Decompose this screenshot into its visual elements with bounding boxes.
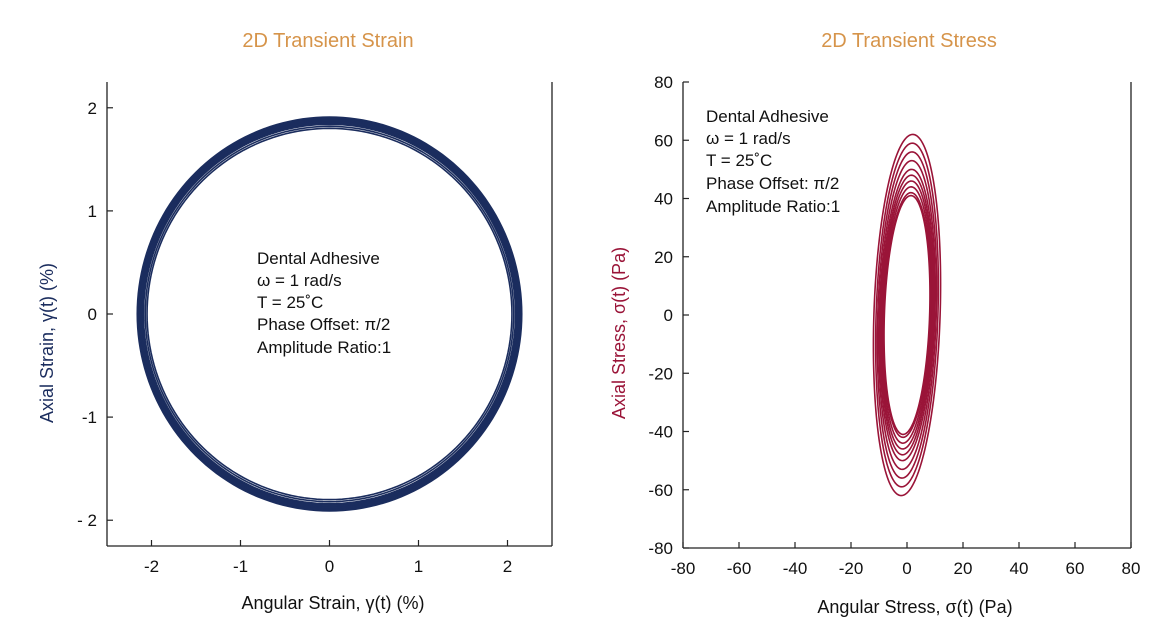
response-curve <box>874 142 940 488</box>
chart-title: 2D Transient Strain <box>242 30 413 52</box>
annotation-line: Phase Offset: π/2 <box>257 315 390 334</box>
strain-x-ticks: -2 -1 0 1 2 <box>144 540 512 576</box>
y-tick-label: -40 <box>648 423 673 442</box>
y-axis-label: Axial Stress, σ(t) (Pa) <box>609 247 629 419</box>
strain-curves <box>136 116 523 512</box>
x-tick-label: 60 <box>1066 559 1085 578</box>
y-tick-label: -80 <box>648 539 673 558</box>
response-curve <box>142 123 517 505</box>
x-axis-label: Angular Stress, σ(t) (Pa) <box>817 597 1012 617</box>
annotation-line: T = 25˚C <box>706 151 772 170</box>
y-tick-label: 0 <box>664 306 673 325</box>
x-tick-label: 2 <box>503 557 512 576</box>
response-curve <box>136 116 523 512</box>
annotation-line: Amplitude Ratio:1 <box>706 197 840 216</box>
x-axis-label: Angular Strain, γ(t) (%) <box>241 593 424 613</box>
response-curve <box>876 151 938 479</box>
response-curve <box>146 127 513 501</box>
stress-y-ticks: -80 -60 -40 -20 0 20 40 60 80 <box>648 73 689 558</box>
response-curve <box>880 180 934 450</box>
response-curve <box>140 120 519 508</box>
y-tick-label: 20 <box>654 248 673 267</box>
response-curve <box>144 125 515 503</box>
stress-chart: 2D Transient Stress -80 -60 -40 -20 0 20 40 60 8… <box>609 30 1141 617</box>
y-tick-label: -1 <box>82 408 97 427</box>
x-tick-label: -40 <box>783 559 808 578</box>
y-tick-label: 2 <box>88 99 97 118</box>
annotation-block: Dental Adhesive ω = 1 rad/s T = 25˚C Pha… <box>706 107 840 216</box>
x-tick-label: 20 <box>954 559 973 578</box>
y-tick-label: 80 <box>654 73 673 92</box>
x-tick-label: -1 <box>233 557 248 576</box>
y-tick-label: - 2 <box>77 511 97 530</box>
strain-axes <box>106 82 553 547</box>
response-curve <box>872 133 942 497</box>
x-tick-label: -60 <box>727 559 752 578</box>
x-tick-label: 0 <box>325 557 334 576</box>
annotation-line: Dental Adhesive <box>706 107 829 126</box>
response-curve <box>138 118 521 510</box>
x-tick-label: 80 <box>1122 559 1141 578</box>
response-curve <box>881 186 933 444</box>
y-tick-label: 60 <box>654 131 673 150</box>
annotation-block: Dental Adhesive ω = 1 rad/s T = 25˚C Pha… <box>257 249 391 357</box>
strain-y-ticks: - 2 -1 0 1 2 <box>77 99 113 530</box>
response-curve <box>139 119 520 509</box>
y-tick-label: 40 <box>654 190 673 209</box>
x-tick-label: -2 <box>144 557 159 576</box>
strain-chart: 2D Transient Strain -2 -1 0 1 2 - 2 -1 0 1 2 Ang… <box>37 30 553 613</box>
y-tick-label: 0 <box>88 305 97 324</box>
annotation-line: Amplitude Ratio:1 <box>257 338 391 357</box>
stress-chart-panel: 2D Transient Stress -80 -60 -40 -20 0 20 40 60 8… <box>580 0 1159 634</box>
response-curve <box>879 168 935 462</box>
y-tick-label: -20 <box>648 364 673 383</box>
chart-title: 2D Transient Stress <box>821 30 997 52</box>
x-tick-label: 40 <box>1010 559 1029 578</box>
response-curve <box>141 122 518 506</box>
response-curve <box>877 159 937 471</box>
x-tick-label: 1 <box>414 557 423 576</box>
annotation-line: Dental Adhesive <box>257 249 380 268</box>
annotation-line: ω = 1 rad/s <box>257 271 342 290</box>
y-tick-label: -60 <box>648 481 673 500</box>
annotation-line: Phase Offset: π/2 <box>706 174 839 193</box>
x-tick-label: 0 <box>902 559 911 578</box>
y-axis-label: Axial Strain, γ(t) (%) <box>37 263 57 423</box>
response-curve <box>882 191 932 439</box>
response-curve <box>137 117 522 511</box>
response-curve <box>880 174 934 456</box>
annotation-line: ω = 1 rad/s <box>706 129 791 148</box>
y-tick-label: 1 <box>88 202 97 221</box>
stress-curves <box>872 133 942 497</box>
stress-x-ticks: -80 -60 -40 -20 0 20 40 60 80 <box>671 542 1141 578</box>
x-tick-label: -20 <box>839 559 864 578</box>
x-tick-label: -80 <box>671 559 696 578</box>
annotation-line: T = 25˚C <box>257 293 323 312</box>
response-curve <box>140 121 519 507</box>
strain-chart-panel: 2D Transient Strain -2 -1 0 1 2 - 2 -1 0 1 2 Ang… <box>37 30 553 613</box>
